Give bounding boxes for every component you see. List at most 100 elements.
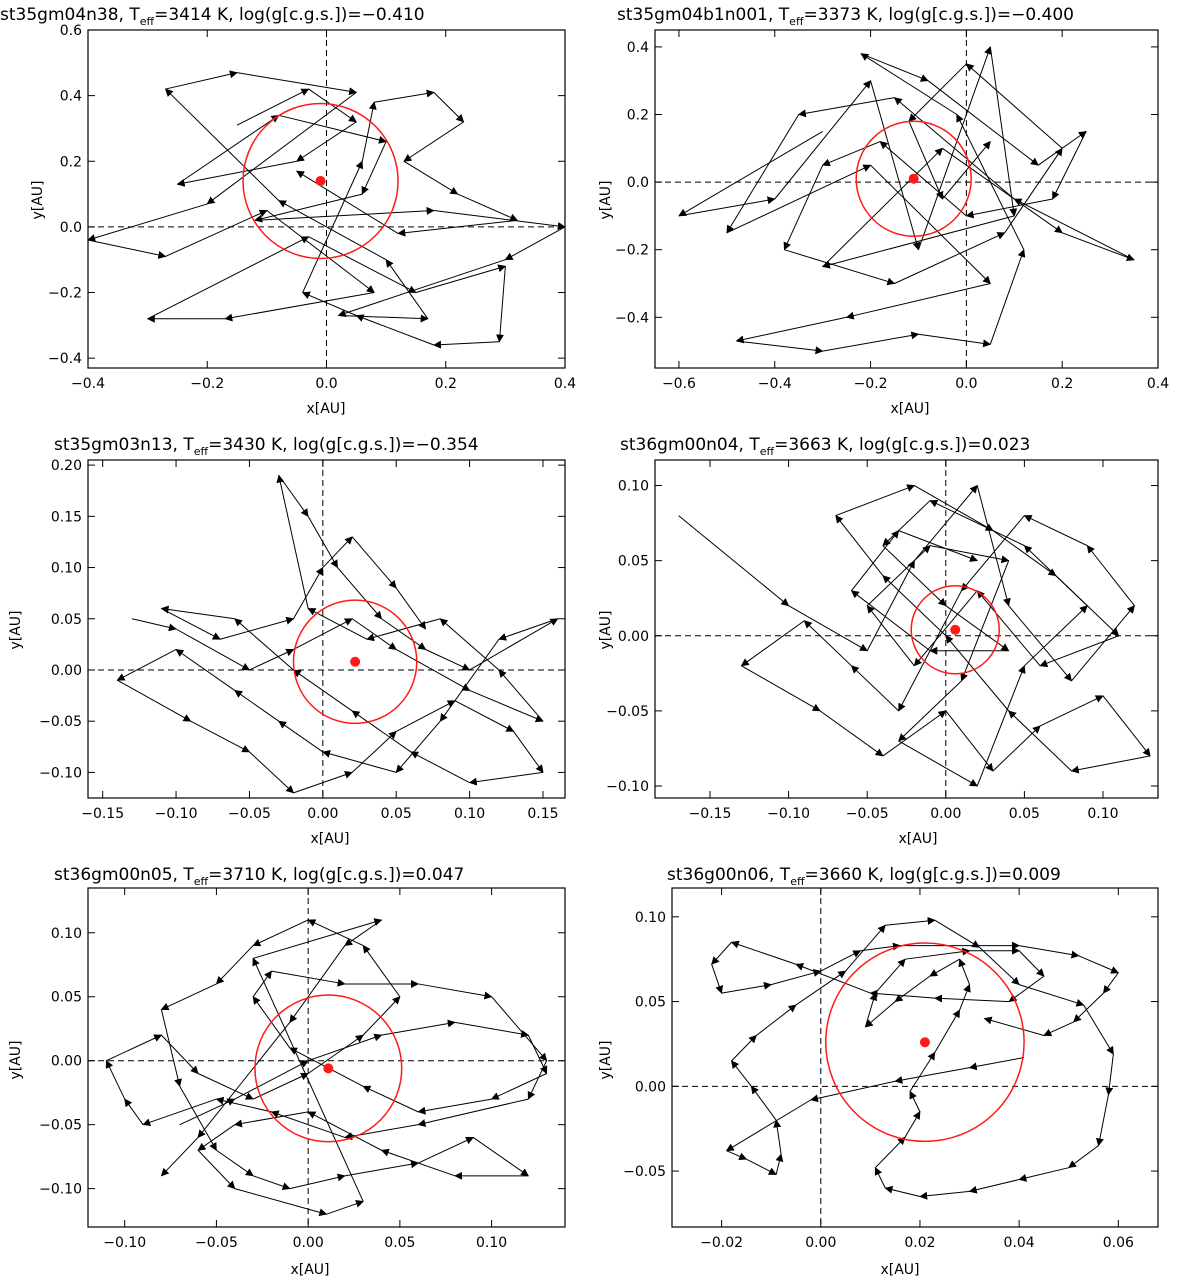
- trajectory-segment: [381, 1019, 456, 1036]
- trajectory-segment: [1018, 984, 1085, 1007]
- trajectory-segment: [894, 975, 931, 1003]
- trajectory-segment: [176, 160, 297, 187]
- trajectory-segment: [864, 1001, 896, 1028]
- trajectory-segment: [866, 605, 915, 667]
- trajectory-segment: [410, 751, 470, 784]
- trajectory-segment: [1068, 1145, 1099, 1169]
- trajectory-segment: [1008, 975, 1045, 1003]
- trajectory-segment: [845, 283, 991, 320]
- title-subscript: eff: [790, 875, 805, 888]
- x-tick-label: −0.10: [103, 1235, 146, 1251]
- trajectory-segment: [678, 130, 823, 217]
- trajectory-segment: [850, 665, 899, 712]
- trajectory-segment: [366, 618, 441, 642]
- trajectory-segment: [860, 942, 901, 952]
- centroid-dot: [323, 1063, 334, 1074]
- trajectory-segment: [775, 1153, 784, 1175]
- trajectory-segment: [821, 215, 1015, 269]
- centroid-dot: [919, 1037, 930, 1048]
- trajectory-segment: [956, 113, 1025, 250]
- trajectory-segment: [1024, 605, 1088, 667]
- trajectory-segment: [1008, 710, 1072, 772]
- trajectory-segment: [934, 919, 981, 948]
- trajectory-segment: [278, 114, 387, 144]
- trajectory-segment: [252, 918, 383, 959]
- trajectory-segment: [351, 536, 397, 589]
- x-tick-label: 0.05: [381, 806, 412, 822]
- trajectory-segment: [989, 46, 1018, 217]
- trajectory-segment: [307, 1111, 382, 1151]
- trajectory-segment: [904, 1111, 921, 1138]
- trajectory-segment: [296, 121, 357, 162]
- x-tick-label: 0.0: [315, 376, 337, 392]
- trajectory-segment: [252, 919, 309, 947]
- trajectory-segment: [1023, 515, 1088, 547]
- trajectory-segment: [731, 1034, 757, 1062]
- trajectory-segment: [278, 475, 309, 517]
- trajectory-segment: [397, 219, 518, 237]
- panel-title: st35gm04n38, Teff=3414 K, log(g[c.g.s.])…: [0, 5, 425, 28]
- trajectory-segment: [979, 946, 1020, 986]
- trajectory-segment: [147, 236, 310, 320]
- trajectory-segment: [1078, 955, 1120, 974]
- trajectory-segment: [945, 710, 994, 772]
- trajectory-segment: [882, 710, 947, 757]
- title-rest: =3660 K, log(g[c.g.s.])=0.009: [805, 865, 1061, 885]
- trajectory-segment: [362, 996, 401, 1036]
- plot-frame: [671, 887, 1159, 1228]
- y-axis-label: y[AU]: [30, 180, 46, 219]
- trajectory-segment: [1105, 1054, 1114, 1096]
- trajectory-segment: [678, 515, 790, 607]
- centroid-dot: [350, 656, 361, 667]
- y-tick-label: 0.10: [51, 926, 82, 942]
- trajectory-segment: [308, 88, 357, 123]
- y-tick-label: 0.4: [60, 89, 82, 105]
- trajectory-segment: [454, 700, 515, 732]
- trajectory-segment: [322, 749, 397, 773]
- trajectory-segment: [418, 1136, 474, 1164]
- trajectory-segment: [215, 945, 254, 985]
- trajectory-segment: [721, 981, 772, 994]
- trajectory-segment: [504, 226, 566, 261]
- trajectory-segment: [989, 248, 1026, 345]
- x-tick-label: −0.10: [767, 806, 810, 822]
- trajectory-segment: [301, 291, 357, 316]
- trajectory-segment: [142, 1098, 217, 1127]
- trajectory-segment: [177, 114, 280, 185]
- centroid-dot: [950, 624, 961, 635]
- trajectory-segment: [850, 590, 931, 652]
- panel-title: st35gm04b1n001, Teff=3373 K, log(g[c.g.s…: [617, 5, 1074, 28]
- trajectory-segment: [959, 983, 971, 1011]
- trajectory-segment: [870, 80, 921, 251]
- trajectory-segment: [322, 536, 353, 568]
- x-tick-label: −0.4: [758, 376, 792, 392]
- trajectory-segment: [105, 1059, 126, 1100]
- trajectory-segment: [1043, 1021, 1074, 1037]
- x-tick-label: 0.4: [554, 376, 576, 392]
- y-tick-label: 0.10: [635, 910, 666, 926]
- trajectory-segment: [731, 1060, 752, 1087]
- x-tick-label: 0.05: [1009, 806, 1040, 822]
- x-tick-label: 0.15: [527, 806, 558, 822]
- trajectory-segment: [337, 259, 506, 318]
- trajectory-segment: [381, 618, 427, 650]
- trajectory-segment: [513, 731, 544, 774]
- x-tick-label: 0.10: [1087, 806, 1118, 822]
- y-axis-label: y[AU]: [598, 180, 614, 219]
- panel-title: st36g00n06, Teff=3660 K, log(g[c.g.s.])=…: [667, 865, 1061, 888]
- y-tick-label: 0.00: [635, 1079, 666, 1095]
- y-tick-label: −0.2: [615, 243, 649, 259]
- trajectory-segment: [418, 983, 493, 1000]
- trajectory-segment: [224, 292, 375, 322]
- trajectory-segment: [1018, 1167, 1069, 1182]
- x-tick-label: 0.00: [293, 1235, 324, 1251]
- trajectory-segment: [866, 545, 931, 607]
- x-tick-label: −0.05: [846, 806, 889, 822]
- x-axis-label: x[AU]: [290, 1262, 329, 1278]
- trajectory-segment: [116, 649, 177, 681]
- x-tick-label: 0.00: [307, 806, 338, 822]
- trajectory-segment: [433, 91, 465, 123]
- trajectory-segment: [271, 970, 346, 987]
- y-tick-label: 0.0: [60, 220, 82, 236]
- trajectory-segment: [307, 919, 364, 947]
